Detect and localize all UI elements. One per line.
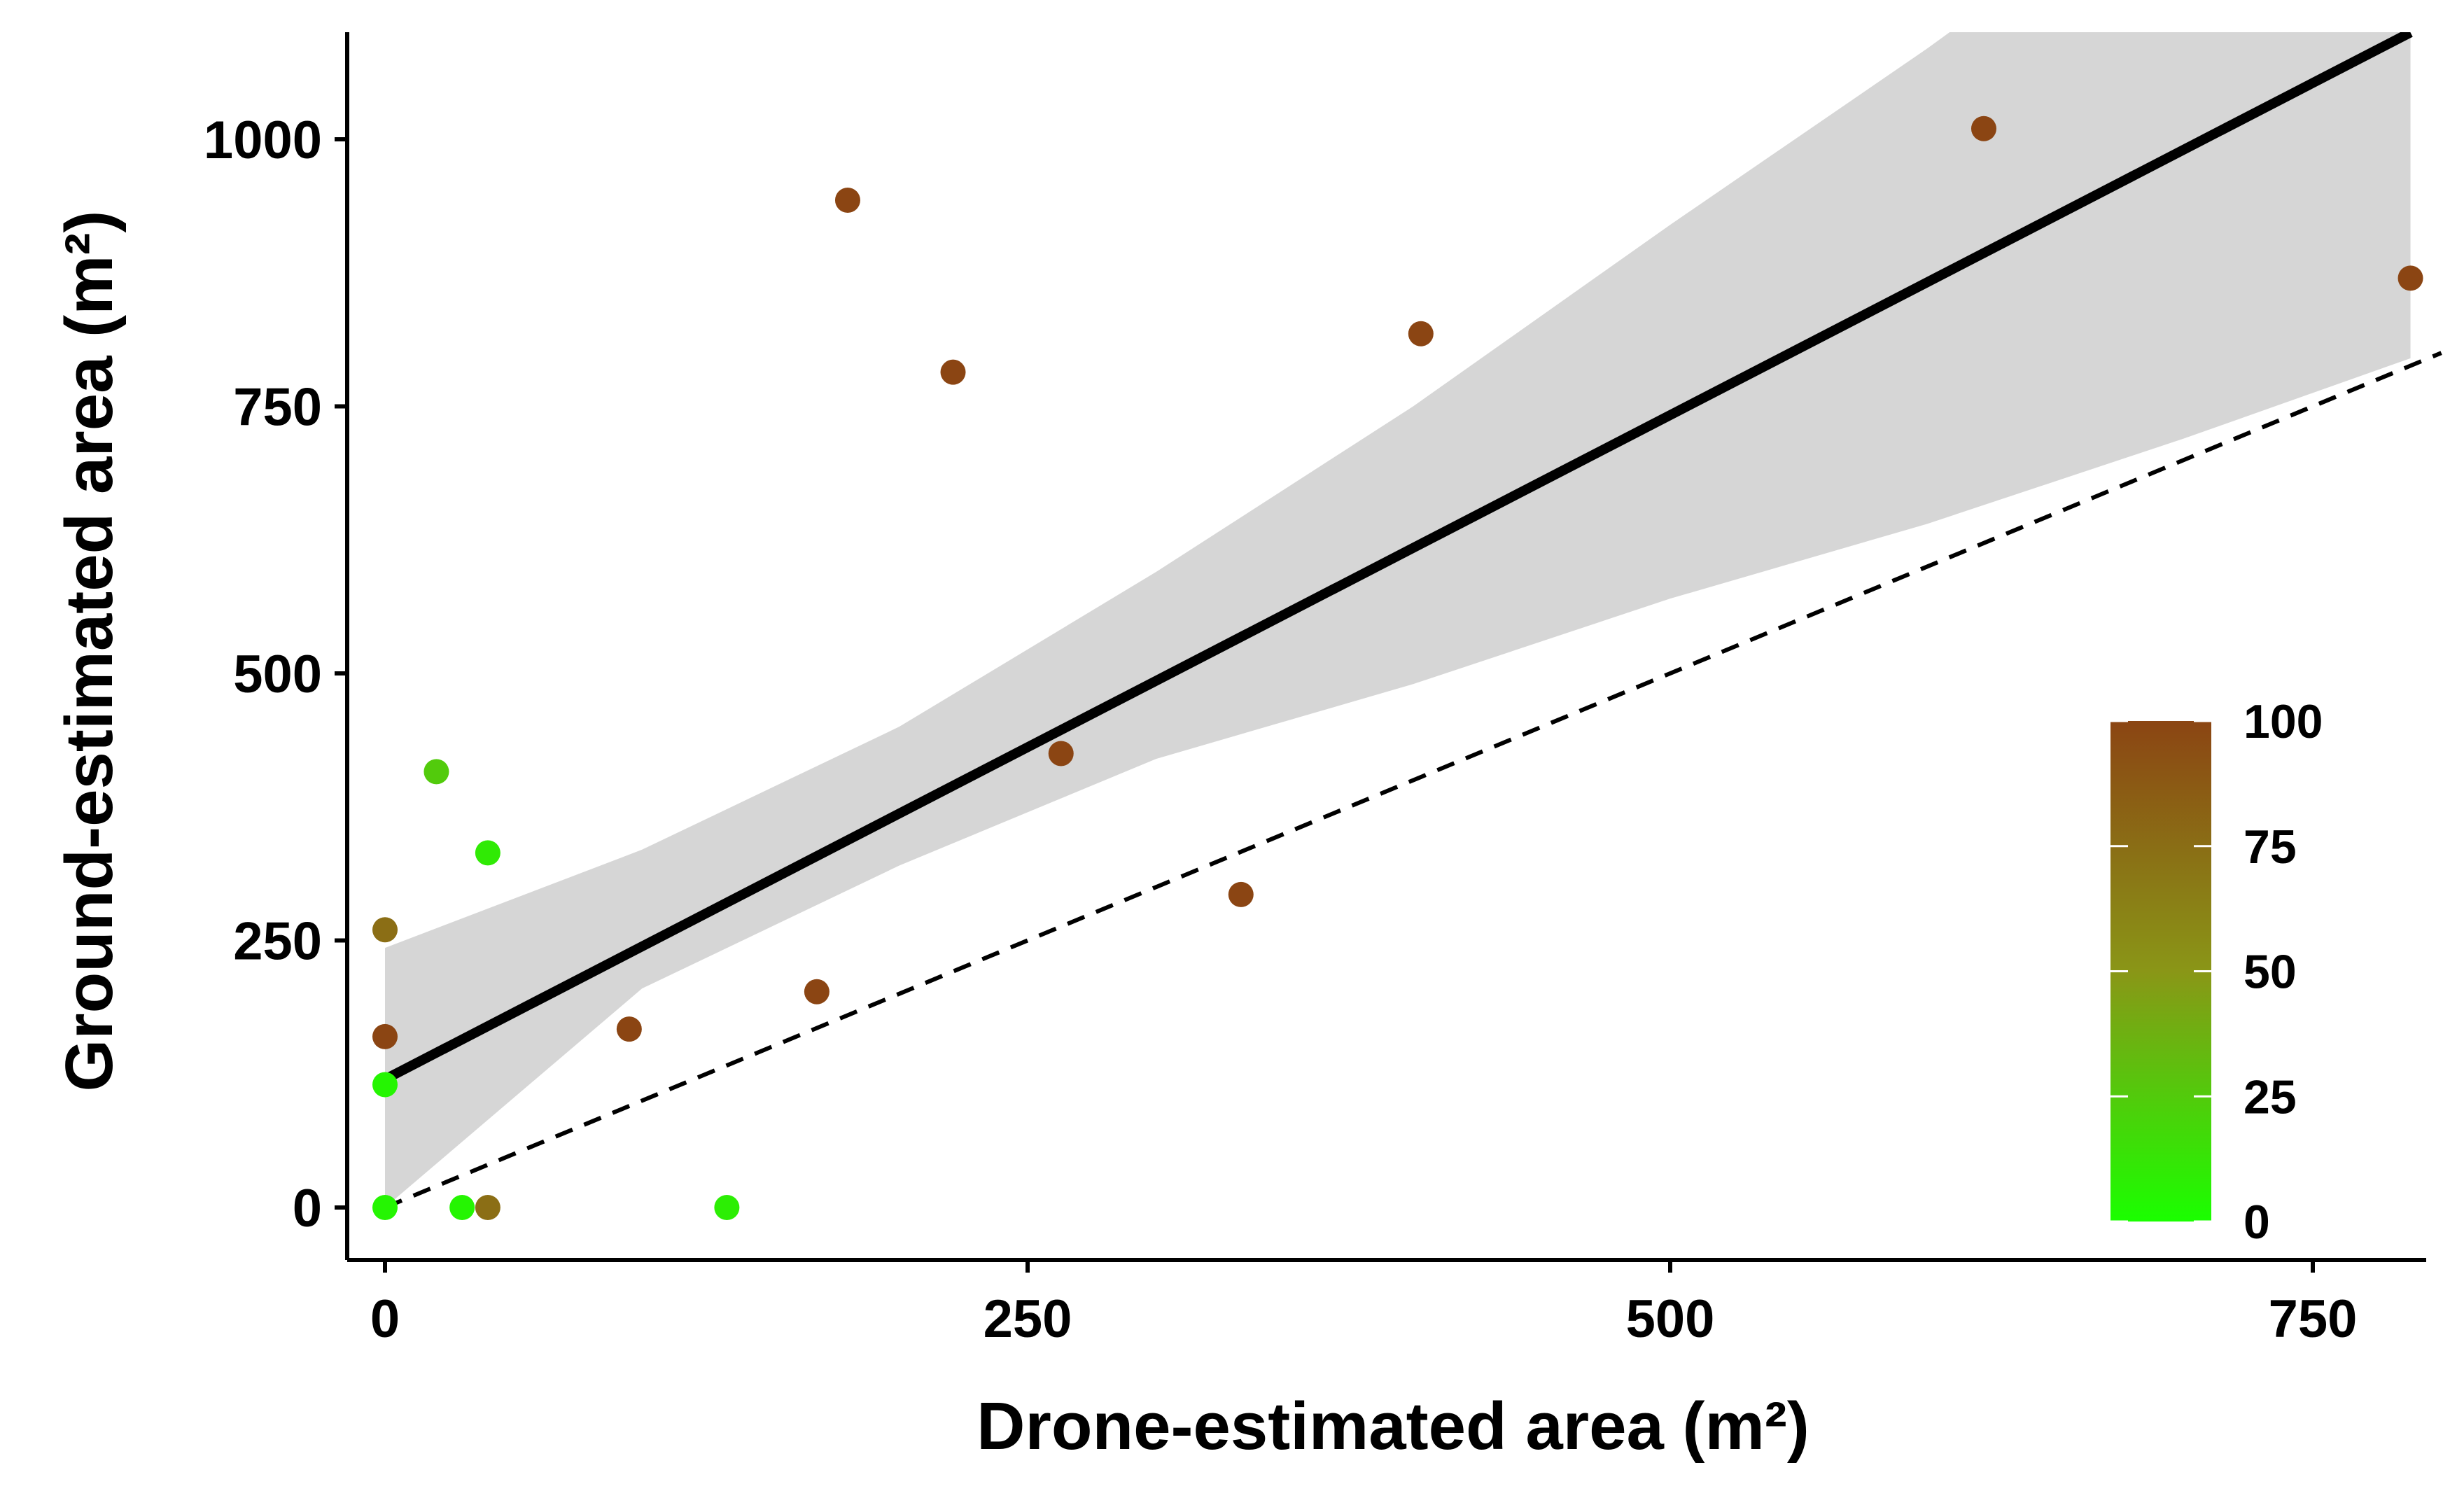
- colorbar-tick-label: 0: [2244, 1196, 2270, 1249]
- colorbar-tick-label: 25: [2244, 1070, 2297, 1124]
- data-point: [475, 840, 500, 866]
- y-tick-label: 500: [233, 645, 322, 704]
- y-tick-label: 0: [293, 1179, 322, 1238]
- data-point: [449, 1195, 475, 1220]
- colorbar-tick-label: 100: [2244, 695, 2323, 748]
- data-point: [2398, 265, 2423, 291]
- x-axis-title: Drone-estimated area (m²): [976, 1389, 1809, 1464]
- data-point: [1228, 881, 1254, 907]
- data-point: [616, 1016, 642, 1042]
- data-point: [714, 1195, 740, 1220]
- plot-panel: [372, 32, 2442, 1220]
- colorbar-tick-label: 50: [2244, 946, 2297, 999]
- data-point: [1048, 741, 1074, 766]
- data-point: [1970, 115, 1996, 141]
- data-point: [804, 979, 830, 1004]
- data-point: [372, 917, 398, 943]
- x-tick-label: 500: [1626, 1289, 1715, 1349]
- x-tick-label: 750: [2269, 1289, 2358, 1349]
- y-tick-label: 750: [233, 378, 322, 438]
- y-tick-label: 250: [233, 912, 322, 972]
- data-point: [372, 1072, 398, 1098]
- data-point: [834, 187, 860, 213]
- reference-line: [384, 351, 2442, 1210]
- data-point: [372, 1195, 398, 1220]
- colorbar-legend: 0 25 50 75 100: [2110, 695, 2323, 1249]
- y-axis-ticks: 0 250 500 750 1000: [204, 111, 347, 1238]
- colorbar-tick-label: 75: [2244, 820, 2297, 874]
- x-tick-label: 0: [370, 1289, 400, 1349]
- x-tick-label: 250: [983, 1289, 1072, 1349]
- regression-line: [382, 32, 2413, 1084]
- y-axis-title: Ground-estimated area (m²): [52, 211, 127, 1092]
- x-axis-ticks: 0 250 500 750: [370, 1260, 2358, 1349]
- y-tick-label: 1000: [204, 111, 322, 170]
- data-point: [1408, 321, 1434, 346]
- data-point: [940, 359, 966, 385]
- data-point: [372, 1023, 398, 1049]
- data-points: [372, 115, 2423, 1220]
- colorbar-ticks: 0 25 50 75 100: [2110, 695, 2323, 1249]
- confidence-band: [385, 32, 2411, 1208]
- data-point: [424, 759, 449, 785]
- data-point: [475, 1195, 500, 1220]
